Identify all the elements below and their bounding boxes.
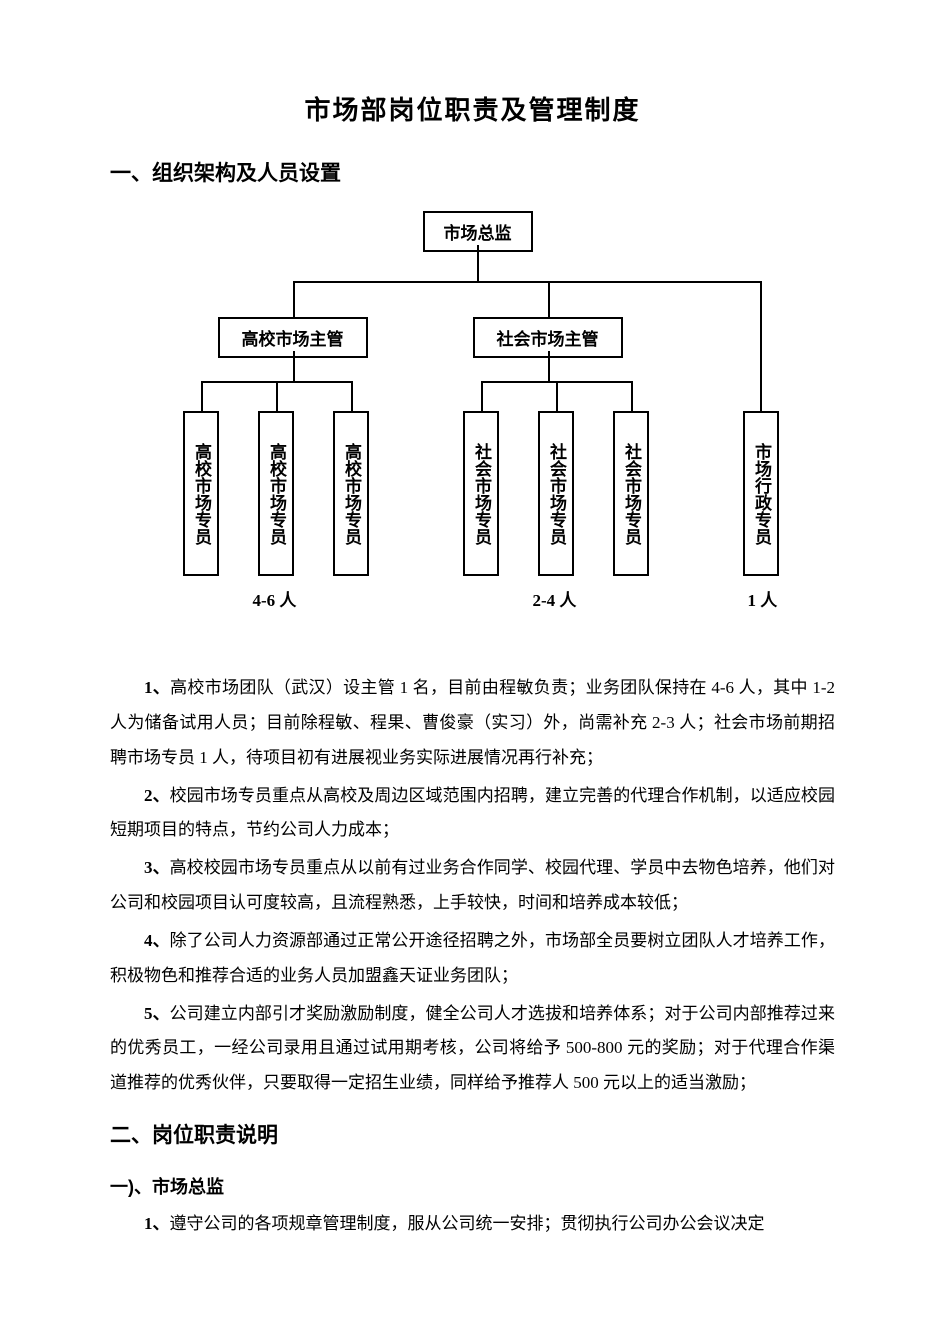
paragraph-1: 1、高校市场团队（武汉）设主管 1 名，目前由程敏负责；业务团队保持在 4-6 …: [110, 671, 835, 776]
node-leaf-b1: 社会市场专员: [463, 411, 499, 576]
node-leaf-a3: 高校市场专员: [333, 411, 369, 576]
connector-line: [548, 351, 550, 381]
count-label-c: 1 人: [748, 586, 778, 611]
connector-line: [293, 281, 295, 317]
paragraph-5: 5、公司建立内部引才奖励激励制度，健全公司人才选拔和培养体系；对于公司内部推荐过…: [110, 997, 835, 1102]
connector-line: [276, 381, 278, 411]
connector-line: [481, 381, 483, 411]
connector-line: [631, 381, 633, 411]
connector-line: [556, 381, 558, 411]
org-chart: 市场总监 高校市场主管 社会市场主管 高校市场专员: [123, 211, 823, 631]
node-leaf-b2: 社会市场专员: [538, 411, 574, 576]
section-2-heading: 二、岗位职责说明: [110, 1119, 835, 1149]
paragraph-4: 4、除了公司人力资源部通过正常公开途径招聘之外，市场部全员要树立团队人才培养工作…: [110, 924, 835, 994]
paragraph-3: 3、高校校园市场专员重点从以前有过业务合作同学、校园代理、学员中去物色培养，他们…: [110, 851, 835, 921]
connector-line: [548, 281, 550, 317]
connector-line: [760, 281, 762, 411]
node-leaf-b1-label: 社会市场专员: [469, 443, 492, 545]
node-leaf-b2-label: 社会市场专员: [544, 443, 567, 545]
node-manager-b-label: 社会市场主管: [497, 330, 599, 349]
node-leaf-b3-label: 社会市场专员: [619, 443, 642, 545]
connector-line: [293, 351, 295, 381]
node-leaf-a3-label: 高校市场专员: [339, 443, 362, 545]
connector-line: [351, 381, 353, 411]
node-leaf-a2-label: 高校市场专员: [264, 443, 287, 545]
count-label-b: 2-4 人: [533, 586, 577, 611]
doc-title: 市场部岗位职责及管理制度: [110, 90, 835, 127]
node-leaf-a1: 高校市场专员: [183, 411, 219, 576]
count-label-a: 4-6 人: [253, 586, 297, 611]
connector-line: [293, 281, 761, 283]
connector-line: [477, 245, 479, 281]
node-root-label: 市场总监: [444, 224, 512, 243]
node-leaf-a1-label: 高校市场专员: [189, 443, 212, 545]
section-1-heading: 一、组织架构及人员设置: [110, 157, 835, 187]
node-leaf-b3: 社会市场专员: [613, 411, 649, 576]
node-manager-a-label: 高校市场主管: [242, 330, 344, 349]
document-page: 市场部岗位职责及管理制度 一、组织架构及人员设置 市场总监 高校市场主管 社会市…: [0, 0, 945, 1305]
node-leaf-c-label: 市场行政专员: [749, 443, 772, 545]
paragraph-2: 2、校园市场专员重点从高校及周边区域范围内招聘，建立完善的代理合作机制，以适应校…: [110, 779, 835, 849]
node-leaf-a2: 高校市场专员: [258, 411, 294, 576]
paragraph-6: 1、遵守公司的各项规章管理制度，服从公司统一安排；贯彻执行公司办公会议决定: [110, 1207, 835, 1242]
connector-line: [201, 381, 203, 411]
node-leaf-c: 市场行政专员: [743, 411, 779, 576]
subsection-heading-1: 一)、市场总监: [110, 1173, 835, 1199]
